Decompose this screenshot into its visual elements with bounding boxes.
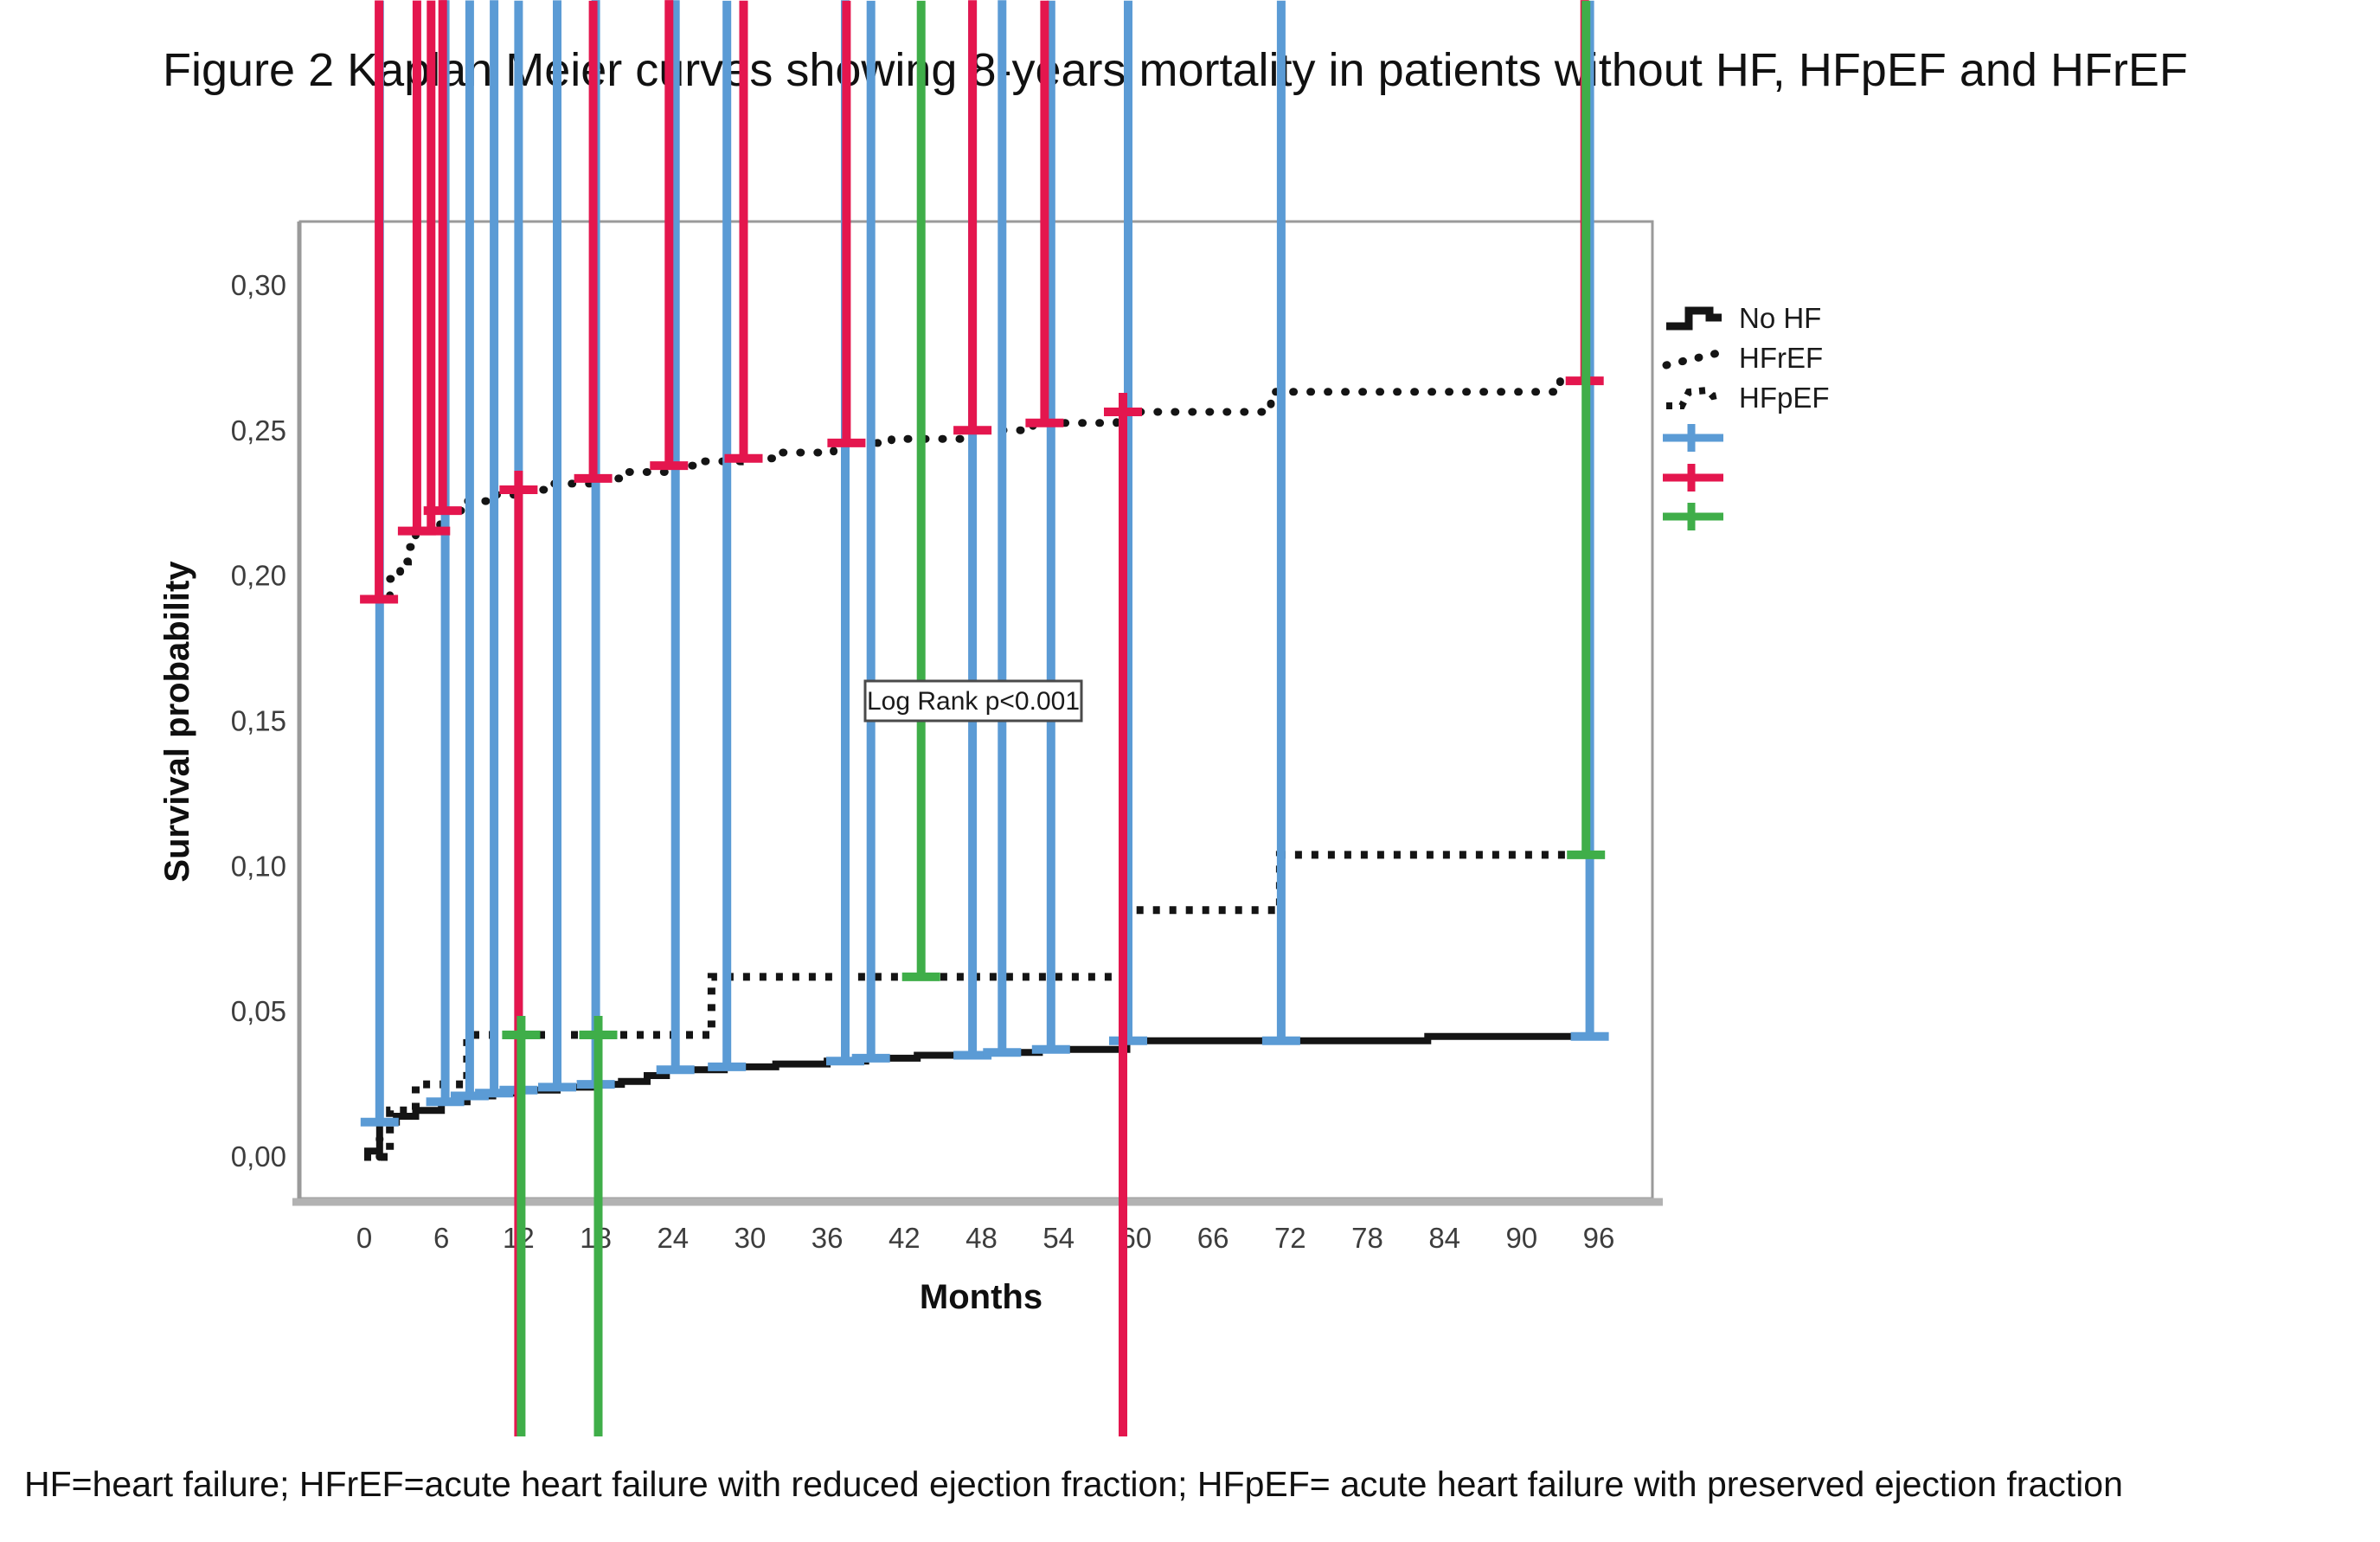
censor-mark-no-hf (538, 0, 576, 1092)
x-tick-label: 30 (735, 1222, 767, 1254)
log-rank-text: Log Rank p<0.001 (867, 687, 1080, 716)
censor-mark-no-hf (983, 0, 1022, 1057)
y-tick-label: 0,30 (231, 269, 286, 301)
log-rank-box (863, 679, 1083, 723)
y-tick-label: 0,25 (231, 414, 286, 447)
legend-swatch-solid-line (1666, 306, 1722, 331)
censor-mark-hfref (499, 471, 538, 1436)
x-tick-label: 78 (1351, 1222, 1383, 1254)
legend-item-censor-4 (1663, 464, 1723, 492)
km-survival-chart: 0,300,250,200,150,100,050,000 6 12 18 24 30 36… (158, 0, 1830, 1436)
x-axis-title: Months (920, 1278, 1042, 1316)
censor-mark-hfref (423, 0, 462, 516)
legend-label: HFrEF (1739, 342, 1823, 374)
legend-swatch-dotted-line (1662, 348, 1726, 369)
legend-swatch-censor-plus (1663, 424, 1723, 452)
x-tick-label: 84 (1428, 1222, 1460, 1254)
y-axis-title: Survival probability (158, 561, 196, 883)
censor-mark-no-hf (1261, 0, 1300, 1045)
figure-title: Figure 2 Kaplan Meier curves showing 8-y… (163, 44, 2188, 96)
legend-item-hfpef: HFpEF (1666, 382, 1830, 414)
legend-swatch-censor-plus (1663, 503, 1723, 530)
censor-mark-hfref (827, 0, 866, 447)
x-tick-label: 0 (356, 1222, 372, 1254)
censor-mark-no-hf (1031, 0, 1070, 1054)
y-tick-label: 0,20 (231, 560, 286, 592)
x-tick-label: 54 (1042, 1222, 1075, 1254)
censor-mark-hfref (724, 0, 763, 463)
series-curve-hfref (375, 376, 1603, 1161)
legend-label: No HF (1739, 302, 1821, 334)
legend-item-hfref: HFrEF (1662, 342, 1823, 374)
x-tick-label: 72 (1274, 1222, 1306, 1254)
censor-mark-no-hf (656, 0, 695, 1075)
x-tick-label: 66 (1197, 1222, 1229, 1254)
censor-mark-hfpef (901, 0, 940, 981)
censor-mark-hfref (360, 0, 399, 604)
y-tick-label: 0,00 (231, 1140, 286, 1173)
censor-mark-hfref (650, 0, 689, 471)
legend-swatch-censor-plus (1663, 464, 1723, 492)
legend-item-censor-5 (1663, 503, 1723, 530)
x-tick-label: 24 (657, 1222, 689, 1254)
y-tick-label: 0,15 (231, 705, 286, 737)
censor-mark-hfref (574, 0, 613, 483)
x-tick-label: 36 (812, 1222, 844, 1254)
legend-item-censor-3 (1663, 424, 1723, 452)
figure-footnote: HF=heart failure; HFrEF=acute heart fail… (24, 1464, 2123, 1504)
censor-mark-hfref (1025, 0, 1064, 427)
x-tick-label: 48 (965, 1222, 998, 1254)
legend-swatch-dotted-step-line (1666, 386, 1722, 409)
legend-item-no-hf: No HF (1666, 302, 1821, 334)
x-tick-label: 42 (888, 1222, 921, 1254)
x-tick-label: 96 (1583, 1222, 1615, 1254)
series-curve-no-hf (364, 1032, 1602, 1155)
censor-mark-hfpef (1567, 0, 1606, 859)
y-tick-label: 0,10 (231, 850, 286, 882)
censor-mark-no-hf (851, 0, 890, 1063)
censor-mark-hfref (953, 0, 992, 435)
x-tick-label: 18 (580, 1222, 612, 1254)
series-curve-hfpef (364, 851, 1599, 1161)
censor-mark-hfref (1104, 393, 1142, 1436)
x-tick-label: 90 (1505, 1222, 1537, 1254)
x-tick-label: 6 (433, 1222, 449, 1254)
censor-mark-no-hf (708, 0, 747, 1071)
censor-mark-hfref (412, 0, 451, 536)
legend-label: HFpEF (1739, 382, 1830, 414)
censor-mark-no-hf (1109, 0, 1147, 1045)
y-tick-label: 0,05 (231, 995, 286, 1027)
